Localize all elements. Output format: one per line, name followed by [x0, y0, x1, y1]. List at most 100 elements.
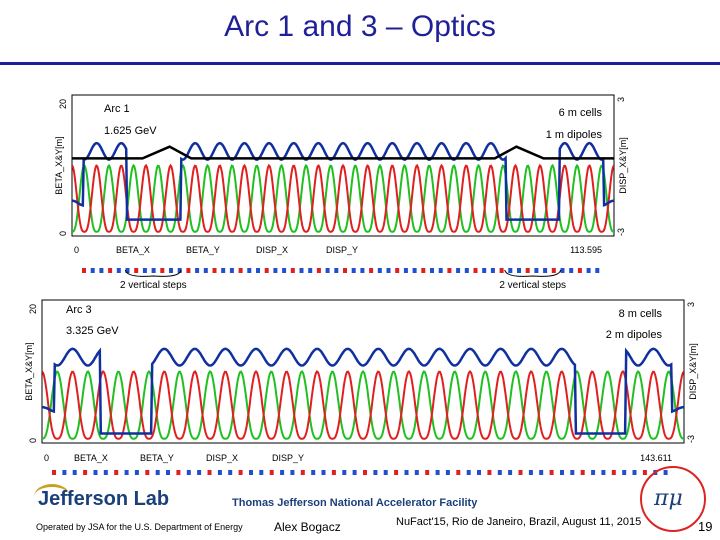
magnet-element — [238, 470, 243, 475]
magnet-element — [435, 470, 440, 475]
magnet-element — [134, 470, 139, 475]
magnet-element — [142, 268, 147, 273]
magnet-element — [342, 470, 347, 475]
magnet-element — [490, 268, 495, 273]
plot-annotation: 1 m dipoles — [546, 129, 603, 141]
magnet-element — [90, 268, 95, 273]
magnet-element — [343, 268, 347, 273]
disp-x-curve — [42, 347, 684, 435]
magnet-element — [207, 470, 212, 475]
legend-entry: BETA_X — [116, 245, 150, 255]
muon-accelerator-logo — [640, 466, 706, 532]
legend-entry: BETA_X — [74, 453, 108, 463]
magnet-element — [508, 470, 513, 475]
magnet-element — [508, 268, 513, 273]
magnet-element — [369, 268, 374, 273]
magnet-element — [570, 470, 575, 475]
magnet-element — [125, 268, 130, 273]
legend-entry: BETA_Y — [186, 245, 220, 255]
event-info: NuFact'15, Rio de Janeiro, Brazil, Augus… — [396, 516, 642, 528]
magnet-element — [517, 268, 521, 273]
left-tick-label: 20 — [28, 304, 38, 314]
magnet-element — [421, 268, 426, 273]
magnet-element — [238, 268, 243, 273]
beta-y-curve — [72, 163, 614, 233]
magnet-element — [203, 268, 208, 273]
left-tick-label: 0 — [28, 438, 38, 443]
magnet-element — [363, 470, 367, 475]
magnet-element — [300, 470, 305, 475]
step-brace — [504, 269, 562, 277]
x-end-label: 143.611 — [640, 453, 672, 463]
magnet-element — [151, 268, 156, 273]
magnet-element — [62, 470, 67, 475]
step-label: 2 vertical steps — [120, 280, 187, 291]
magnet-element — [473, 268, 478, 273]
plot-annotation: 8 m cells — [619, 308, 663, 320]
left-tick-label: 0 — [58, 231, 68, 236]
operated-by-text: Operated by JSA for the U.S. Department … — [36, 522, 243, 532]
magnet-element — [351, 268, 356, 273]
magnet-element — [456, 470, 461, 475]
plot-annotation: 3.325 GeV — [66, 325, 119, 337]
magnet-element — [438, 268, 443, 273]
magnet-element — [116, 268, 121, 273]
magnet-element — [577, 268, 582, 273]
magnet-element — [412, 268, 417, 273]
magnet-element — [259, 470, 264, 475]
magnet-element — [273, 268, 278, 273]
magnet-element — [134, 268, 139, 273]
magnet-element — [499, 268, 504, 273]
magnet-element — [632, 470, 637, 475]
magnet-element — [217, 470, 222, 475]
beta-x-curve — [42, 370, 684, 440]
magnet-element — [93, 470, 98, 475]
magnet-element — [264, 268, 269, 273]
x-start-label: 0 — [74, 245, 79, 255]
magnet-element — [425, 470, 430, 475]
disp-x-curve — [72, 141, 614, 221]
beta-y-curve — [42, 370, 684, 440]
magnet-element — [386, 268, 391, 273]
magnet-element — [622, 470, 627, 475]
magnet-element — [642, 470, 647, 475]
magnet-element — [331, 470, 336, 475]
magnet-element — [404, 470, 409, 475]
magnet-element — [377, 268, 382, 273]
magnet-element — [518, 470, 523, 475]
magnet-element — [247, 268, 252, 273]
magnet-element — [560, 268, 565, 273]
magnet-element — [395, 268, 400, 273]
legend-entry: DISP_Y — [326, 245, 358, 255]
magnet-element — [269, 470, 274, 475]
magnet-element — [83, 470, 88, 475]
y-axis-label-left: BETA_X&Y[m] — [54, 136, 64, 194]
magnet-element — [383, 470, 388, 475]
plot-annotation: Arc 3 — [66, 304, 92, 316]
magnet-element — [176, 470, 181, 475]
magnet-element — [197, 470, 202, 475]
magnet-element — [487, 470, 492, 475]
magnet-element — [611, 470, 616, 475]
y-axis-label-right: DISP_X&Y[m] — [618, 137, 628, 194]
magnet-element — [456, 268, 461, 273]
magnet-element — [177, 268, 182, 273]
magnet-element — [482, 268, 487, 273]
plot-annotation: 6 m cells — [559, 107, 603, 119]
magnet-element — [99, 268, 104, 273]
magnet-element — [249, 470, 253, 475]
magnet-element — [539, 470, 544, 475]
magnet-element — [414, 470, 419, 475]
magnet-element — [108, 268, 113, 273]
magnet-element — [497, 470, 502, 475]
magnet-element — [352, 470, 357, 475]
magnet-element — [591, 470, 596, 475]
magnet-element — [124, 470, 129, 475]
magnet-element — [82, 268, 86, 273]
facility-name: Thomas Jefferson National Accelerator Fa… — [232, 497, 478, 509]
magnet-element — [394, 470, 399, 475]
magnet-element — [290, 470, 295, 475]
magnet-element — [308, 268, 313, 273]
magnet-element — [169, 268, 173, 273]
